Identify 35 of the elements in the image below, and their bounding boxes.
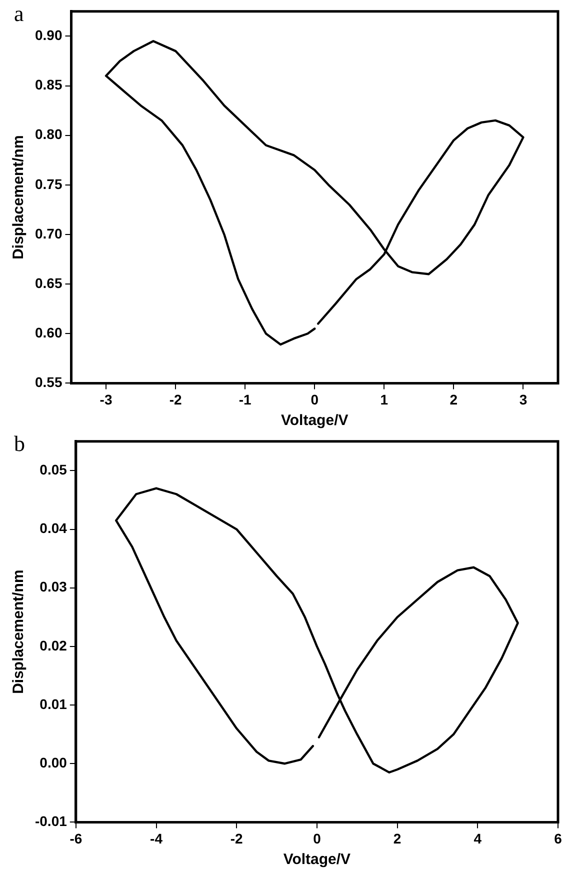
y-tick-label: 0.90 — [35, 27, 62, 44]
y-tick-label: 0.55 — [35, 374, 62, 390]
x-tick-label: 4 — [474, 830, 482, 846]
y-tick-label: 0.04 — [40, 520, 68, 536]
y-tick-label: 0.75 — [35, 176, 62, 192]
x-tick-label: 2 — [450, 391, 458, 408]
text: b — [14, 430, 25, 456]
y-tick-label: 0.03 — [40, 578, 68, 595]
x-tick-label: -3 — [100, 391, 112, 408]
x-tick-label: -2 — [169, 391, 182, 408]
y-axis-title: Displacement/nm — [10, 570, 28, 694]
y-tick-label: 0.00 — [40, 754, 68, 770]
x-tick-label: 0 — [310, 391, 319, 408]
y-tick-label: 0.01 — [40, 696, 68, 712]
y-tick-label: 0.85 — [35, 76, 62, 93]
x-tick-label: -1 — [238, 391, 252, 408]
x-tick-label: 0 — [313, 830, 322, 846]
y-tick-label: 0.80 — [35, 126, 62, 142]
y-tick-label: 0.05 — [40, 462, 68, 478]
text: a — [14, 0, 24, 26]
x-tick-label: -2 — [230, 830, 244, 846]
x-tick-label: -6 — [70, 830, 82, 846]
x-tick-label: -4 — [150, 830, 163, 846]
x-axis-title: Voltage/V — [283, 851, 351, 868]
x-tick-label: 1 — [380, 391, 388, 408]
y-tick-label: 0.02 — [40, 637, 68, 654]
y-tick-label: 0.60 — [35, 324, 62, 340]
y-tick-label: 0.65 — [35, 274, 62, 291]
x-tick-label: 3 — [519, 391, 528, 408]
y-axis-title: Displacement/nm — [10, 135, 28, 260]
y-tick-label: 0.70 — [35, 225, 62, 242]
x-axis-title: Voltage/V — [281, 412, 348, 430]
x-tick-label: 2 — [393, 830, 402, 846]
x-tick-label: 6 — [554, 830, 562, 846]
y-tick-label: -0.01 — [34, 813, 68, 830]
